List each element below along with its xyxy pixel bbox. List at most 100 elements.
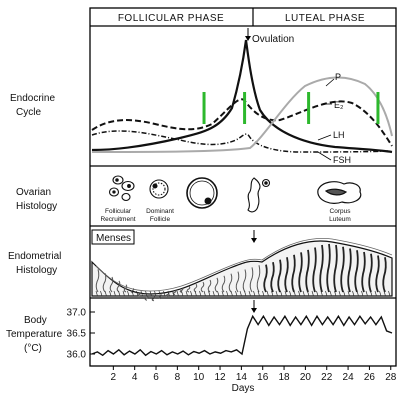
basal-stroke — [266, 290, 269, 297]
progesterone-curve — [91, 76, 393, 153]
basal-stroke — [298, 290, 301, 297]
endometrial-gland — [333, 244, 338, 293]
basal-stroke — [235, 290, 238, 297]
endometrial-gland — [200, 281, 205, 293]
endometrial-gland — [109, 276, 114, 293]
basal-stroke — [109, 290, 112, 297]
basal-stroke — [208, 290, 211, 297]
basal-stroke — [158, 290, 161, 297]
endometrial-gland — [319, 244, 324, 293]
lh-label: LH — [333, 130, 345, 140]
ovulation-arrowhead — [245, 36, 251, 41]
endometrial-gland — [291, 254, 296, 293]
basal-stroke — [95, 290, 98, 297]
basal-stroke — [253, 290, 256, 297]
menses-label: Menses — [96, 233, 131, 244]
endometrial-gland — [214, 277, 219, 293]
follicular-recruitment-label-line2: Recruitment — [100, 216, 135, 223]
basal-stroke — [203, 290, 206, 297]
endometrial-glands — [95, 243, 387, 302]
endometrial-gland — [137, 291, 142, 297]
endometrial-gland — [144, 295, 149, 301]
basal-stroke — [311, 290, 314, 297]
luteal-phase-label: LUTEAL PHASE — [285, 13, 365, 24]
endometrial-gland — [270, 261, 275, 293]
endometrium-lining — [91, 240, 393, 297]
x-tick-label-13: 28 — [385, 372, 397, 383]
basal-stroke — [181, 290, 184, 297]
basal-stroke — [100, 290, 103, 297]
temperature-title-line1: Body — [24, 315, 47, 326]
basal-stroke — [352, 290, 355, 297]
endometrial-gland — [221, 275, 226, 293]
endometrium-lining-inner — [95, 238, 393, 292]
fsh-leader-line — [317, 151, 332, 161]
endometrial-gland — [382, 257, 387, 293]
follicular-recruitment-label-line1: Follicular — [105, 208, 132, 215]
green-marker-group — [202, 92, 380, 124]
x-tick-label-5: 12 — [214, 372, 226, 383]
endometrial-gland — [130, 288, 135, 294]
endometrial-gland — [151, 296, 156, 302]
basal-stroke — [383, 290, 386, 297]
y-tick-label-0: 37.0 — [67, 308, 87, 319]
recruited-follicles-illustration — [108, 175, 135, 202]
basal-stroke — [388, 290, 391, 297]
x-tick-label-0: 2 — [111, 372, 117, 383]
basal-stroke — [226, 290, 229, 297]
lh-leader-line — [317, 134, 332, 141]
x-tick-label-1: 4 — [132, 372, 138, 383]
endometrial-gland — [179, 287, 184, 293]
x-tick-label-4: 10 — [193, 372, 205, 383]
endometrial-gland — [193, 283, 198, 293]
e2-curve — [91, 98, 393, 147]
basal-stroke — [356, 290, 359, 297]
endometrial-gland — [277, 259, 282, 293]
ovulation-label: Ovulation — [252, 34, 294, 45]
endometrial-gland — [228, 273, 233, 293]
endometrial-gland — [249, 267, 254, 293]
temperature-title-line2: Temperature — [6, 329, 63, 340]
temperature-y-axis: 37.0 36.5 36.0 — [67, 308, 95, 361]
x-tick-label-10: 22 — [321, 372, 333, 383]
basal-stroke — [280, 290, 283, 297]
basal-stroke — [140, 290, 143, 297]
dominant-follicle-illustration — [149, 179, 169, 199]
basal-stroke — [122, 290, 125, 297]
basal-stroke — [149, 290, 152, 297]
basal-stroke — [379, 290, 382, 297]
basal-stroke — [163, 290, 166, 297]
endometrial-basal-layer — [95, 290, 391, 297]
x-tick-label-7: 16 — [257, 372, 269, 383]
x-tick-label-11: 24 — [343, 372, 355, 383]
endometrial-gland — [123, 284, 128, 293]
endometrial-gland — [256, 265, 261, 293]
endometrial-gland — [242, 269, 247, 293]
basal-stroke — [320, 290, 323, 297]
fsh-label: FSH — [333, 155, 351, 165]
basal-stroke — [374, 290, 377, 297]
basal-stroke — [167, 290, 170, 297]
basal-stroke — [293, 290, 296, 297]
basal-stroke — [136, 290, 139, 297]
basal-stroke — [212, 290, 215, 297]
basal-stroke — [113, 290, 116, 297]
basal-stroke — [131, 290, 134, 297]
basal-stroke — [185, 290, 188, 297]
endometrial-gland — [340, 246, 345, 293]
x-tick-label-9: 20 — [300, 372, 312, 383]
basal-stroke — [370, 290, 373, 297]
endometrial-gland — [284, 257, 289, 293]
endometrial-title-line2: Histology — [16, 265, 57, 276]
preovulatory-follicle-illustration — [186, 177, 218, 209]
basal-stroke — [338, 290, 341, 297]
ovarian-title-line2: Histology — [16, 201, 57, 212]
basal-stroke — [199, 290, 202, 297]
basal-stroke — [257, 290, 260, 297]
basal-stroke — [275, 290, 278, 297]
corpus-luteum-illustration — [317, 181, 362, 204]
endocrine-title-line2: Cycle — [16, 107, 41, 118]
basal-stroke — [172, 290, 175, 297]
endometrial-gland — [186, 285, 191, 293]
